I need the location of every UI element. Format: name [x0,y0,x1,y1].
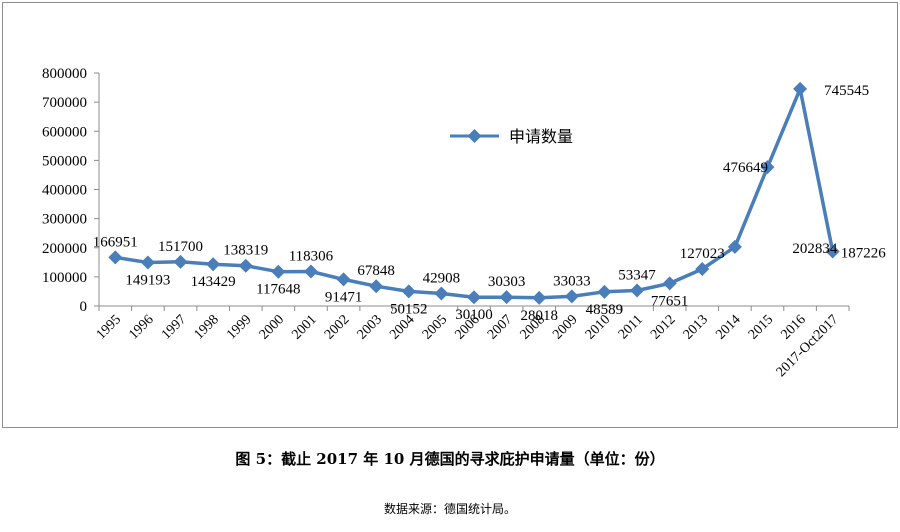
data-point [597,284,612,299]
series-line [115,87,835,300]
series-layer [108,81,840,305]
data-point [727,239,742,254]
data-point [271,264,286,279]
data-point [760,160,775,175]
x-tick-label: 1998 [192,312,222,342]
data-label: 67848 [357,263,395,279]
data-label: 143429 [191,274,236,290]
source-note: 数据来源：德国统计局。 [383,502,516,516]
x-tick-label: 2013 [681,312,711,342]
data-point [532,290,547,305]
data-label: 476649 [723,160,768,176]
data-label: 118306 [289,249,334,265]
data-point [825,244,840,259]
x-tick-label: 2001 [289,312,319,342]
data-label: 151700 [158,239,203,255]
y-tick-label: 300000 [42,212,87,228]
data-point [662,276,677,291]
data-label: 745545 [824,83,869,99]
y-tick-label: 500000 [42,153,87,169]
data-labels: 166951 149193 151700 143429 138319 117648 1183… [93,83,886,324]
data-point [499,290,514,305]
data-point [206,257,221,272]
y-tick-label: 400000 [42,183,87,199]
data-label: 127023 [680,246,725,262]
data-point [238,258,253,273]
x-tick-label: 2003 [355,312,385,342]
legend-diamond-icon [467,129,482,143]
data-label: 28018 [520,308,558,324]
y-tick-label: 700000 [42,95,87,111]
y-tick-label: 800000 [42,66,87,82]
legend-label: 申请数量 [509,127,573,146]
data-point [401,284,416,299]
data-label: 77651 [651,293,689,309]
data-point [630,283,645,298]
x-tick-label: 1996 [126,312,156,342]
data-label: 50152 [390,301,428,317]
x-tick-label: 2000 [257,312,287,342]
data-label: 33033 [553,273,591,289]
y-tick-label: 0 [80,299,88,315]
data-label: 202834 [792,241,838,257]
x-tick-label: 2012 [648,312,678,342]
y-tick-label: 100000 [42,270,87,286]
data-point [140,255,155,270]
x-tick-label: 1995 [94,312,124,342]
legend: 申请数量 [450,127,573,146]
data-point [695,262,710,277]
data-point [173,254,188,269]
x-tick-label: 2002 [322,312,352,342]
data-label: 166951 [93,234,138,250]
data-point [108,250,123,265]
line-chart: 0 100000 200000 300000 400000 500000 600000 700… [42,66,886,380]
data-label: 117648 [256,282,300,298]
data-label: 91471 [325,289,363,305]
data-point [369,279,384,294]
data-point [336,272,351,287]
data-point [434,286,449,301]
x-tick-label: 2014 [713,312,743,342]
data-label: 187226 [841,245,887,261]
data-point [564,289,579,304]
data-label: 53347 [618,267,656,283]
data-label: 42908 [423,271,461,287]
data-label: 30100 [455,307,493,323]
figure-caption: 图 5：截止 2017 年 10 月德国的寻求庇护申请量（单位：份） [235,450,665,468]
x-tick-label: 1999 [224,312,254,342]
data-label: 138319 [223,243,268,259]
y-tick-label: 200000 [42,241,87,257]
data-point [793,81,808,96]
x-tick-label: 2015 [746,312,776,342]
y-tick-label: 600000 [42,124,87,140]
data-label: 149193 [125,273,170,289]
data-label: 30303 [488,274,526,290]
chart-frame: 0 100000 200000 300000 400000 500000 600000 700… [2,2,898,428]
data-point [303,264,318,279]
x-tick-label: 1997 [159,312,189,342]
y-axis: 0 100000 200000 300000 400000 500000 600000 700… [42,66,100,315]
data-point [467,290,481,305]
data-label: 48589 [586,302,624,318]
